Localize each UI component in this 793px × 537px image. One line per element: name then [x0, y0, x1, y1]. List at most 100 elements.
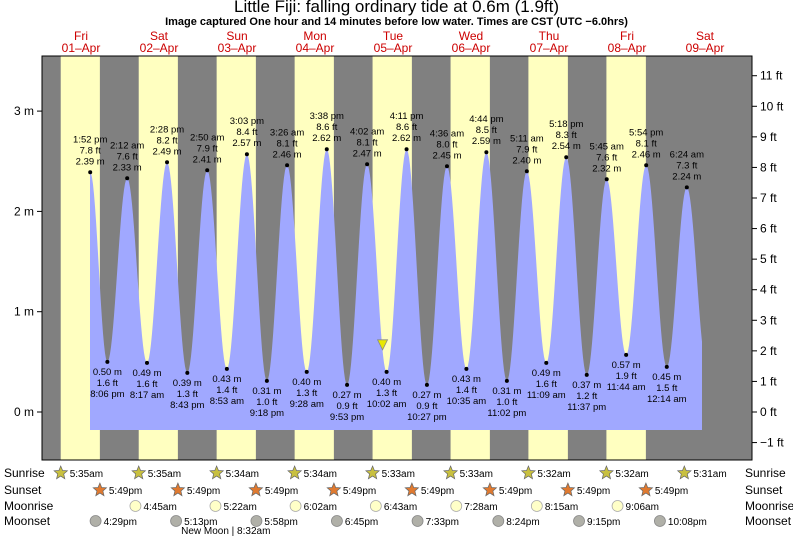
moonrise-icon [289, 500, 302, 512]
sunrise-icon [676, 465, 692, 480]
moonset-time: 10:08pm [668, 517, 707, 528]
date-label: 01–Apr [62, 41, 101, 55]
low-tide-feet: 1.6 ft [536, 379, 557, 390]
low-tide-time: 11:44 am [607, 382, 646, 393]
high-tide-dot [365, 162, 370, 167]
day-of-week-label: Fri [620, 29, 634, 43]
low-tide-meters: 0.50 m [93, 367, 122, 378]
high-tide-time: 6:24 am [670, 149, 704, 160]
high-tide-dot [285, 163, 290, 168]
moonset-icon [411, 515, 424, 527]
sunrise-icon [365, 465, 381, 480]
row-label-right-sunrise: Sunrise [745, 466, 786, 480]
low-tide-time: 10:27 pm [407, 412, 447, 423]
y-right-tick-label: 9 ft [760, 130, 777, 144]
low-tide-time: 12:14 am [647, 394, 687, 405]
low-tide-dot [224, 366, 229, 371]
sunset-time: 5:49pm [499, 486, 532, 497]
day-labels: Fri01–AprSat02–AprSun03–AprMon04–AprTue0… [62, 29, 725, 55]
moonrise-icon [209, 500, 222, 512]
moonset-time: 5:13pm [184, 517, 217, 528]
low-tide-dot [464, 366, 469, 371]
high-tide-dot [684, 185, 689, 190]
moonrise-icon [530, 500, 543, 512]
low-tide-meters: 0.31 m [492, 386, 521, 397]
low-tide-meters: 0.40 m [292, 377, 321, 388]
high-tide-feet: 8.1 ft [277, 138, 298, 149]
low-tide-meters: 0.40 m [372, 377, 401, 388]
sunset-time: 5:49pm [109, 486, 142, 497]
high-tide-meters: 2.40 m [512, 155, 541, 166]
low-tide-dot [105, 359, 110, 364]
sunrise-icon [520, 465, 536, 480]
low-tide-meters: 0.31 m [252, 386, 281, 397]
high-tide-meters: 2.45 m [432, 150, 461, 161]
low-tide-time: 8:53 am [210, 396, 244, 407]
moonset-icon [170, 515, 182, 527]
low-tide-dot [544, 360, 549, 365]
low-tide-meters: 0.45 m [652, 372, 681, 383]
low-tide-feet: 1.0 ft [256, 397, 277, 408]
moonrise-time: 9:06am [626, 502, 659, 513]
high-tide-time: 5:11 am [510, 133, 544, 144]
current-level-marker [376, 339, 389, 351]
y-axis-right: −1 ft 0 ft 1 ft 2 ft 3 ft 4 ft 5 ft 6 ft 7 ft 8 f… [752, 69, 784, 450]
chart-title: Little Fiji: falling ordinary tide at 0.… [233, 0, 560, 16]
new-moon-label: New Moon | 8:32am [181, 526, 270, 537]
sunrise-time: 5:34am [226, 469, 259, 480]
high-tide-time: 3:38 pm [310, 111, 344, 122]
low-tide-time: 8:06 pm [90, 389, 124, 400]
sunset-icon [170, 482, 186, 497]
low-tide-time: 9:28 am [290, 399, 324, 410]
moonrise-icon [129, 500, 142, 512]
low-tide-dot [504, 378, 509, 383]
sunset-time: 5:49pm [421, 486, 454, 497]
sunrise-time: 5:32am [615, 469, 648, 480]
sun-moon-rows: Sunrise Sunrise Sunset Sunset Moonrise Moonri… [4, 465, 793, 537]
low-tide-feet: 1.3 ft [296, 388, 317, 399]
high-tide-feet: 8.1 ft [357, 137, 378, 148]
high-tide-time: 2:12 am [110, 140, 144, 151]
sunset-time: 5:49pm [265, 486, 298, 497]
moonrise-time: 5:22am [223, 502, 256, 513]
sunrise-icon [209, 465, 225, 480]
y-left-tick-label: 0 m [14, 405, 34, 419]
high-tide-dot [644, 163, 649, 168]
sunrise-time: 5:33am [382, 469, 415, 480]
y-left-tick-label: 2 m [14, 204, 34, 218]
low-tide-dot [185, 370, 190, 375]
day-of-week-label: Tue [383, 29, 404, 43]
low-tide-time: 11:02 pm [487, 408, 526, 419]
high-tide-feet: 8.6 ft [396, 122, 417, 133]
low-tide-feet: 1.6 ft [136, 379, 157, 390]
y-right-tick-label: 4 ft [760, 283, 777, 297]
low-tide-dot [384, 369, 389, 374]
high-tide-dot [88, 170, 93, 175]
row-label-left-sunrise: Sunrise [4, 466, 45, 480]
high-tide-dot [205, 168, 210, 173]
high-tide-dot [404, 147, 409, 152]
high-tide-meters: 2.24 m [672, 171, 701, 182]
sunset-time: 5:49pm [577, 486, 610, 497]
low-tide-feet: 1.4 ft [456, 385, 477, 396]
date-label: 09–Apr [686, 41, 725, 55]
high-tide-time: 4:44 pm [469, 114, 503, 125]
low-tide-dot [345, 382, 350, 387]
date-label: 07–Apr [530, 41, 569, 55]
high-tide-feet: 7.9 ft [197, 143, 218, 154]
low-tide-feet: 1.0 ft [496, 397, 517, 408]
low-tide-time: 8:17 am [130, 390, 164, 401]
low-tide-dot [664, 364, 669, 369]
high-tide-time: 5:54 pm [629, 127, 663, 138]
low-tide-feet: 1.6 ft [97, 378, 118, 389]
sunset-icon [326, 482, 342, 497]
low-tide-meters: 0.39 m [173, 378, 202, 389]
high-tide-time: 3:26 am [270, 127, 304, 138]
high-tide-feet: 8.4 ft [236, 127, 257, 138]
date-label: 08–Apr [608, 41, 647, 55]
low-tide-meters: 0.43 m [212, 374, 241, 385]
day-of-week-label: Sun [226, 29, 247, 43]
moonset-icon [492, 515, 505, 527]
y-right-tick-label: 11 ft [760, 69, 783, 83]
high-tide-feet: 8.0 ft [436, 139, 457, 150]
